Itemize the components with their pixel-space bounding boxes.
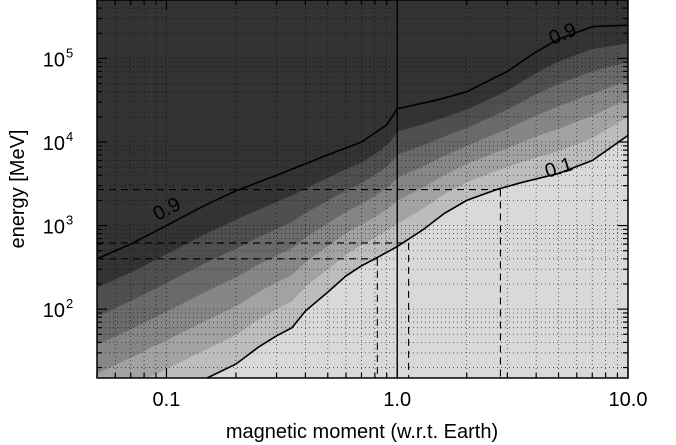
y-tick-label-exponent: 4 bbox=[66, 129, 73, 144]
y-tick-label-exponent: 2 bbox=[66, 296, 73, 311]
grid-lines bbox=[97, 0, 628, 378]
y-tick-label: 10 bbox=[43, 217, 65, 239]
probability-band bbox=[207, 135, 628, 378]
y-tick-label-exponent: 3 bbox=[66, 213, 73, 228]
y-tick-label: 10 bbox=[43, 49, 65, 71]
reference-lines bbox=[97, 0, 501, 378]
x-tick-labels: 0.1 1.0 10.0 bbox=[153, 389, 648, 411]
y-tick-label-exponent: 5 bbox=[66, 45, 73, 60]
y-tick-label: 10 bbox=[43, 133, 65, 155]
plot-area bbox=[97, 0, 628, 378]
axis-ticks bbox=[96, 0, 629, 378]
plot-frame bbox=[96, 0, 629, 379]
x-tick-label: 0.1 bbox=[153, 389, 181, 411]
contour-lines bbox=[97, 24, 628, 378]
x-tick-label: 10.0 bbox=[609, 389, 648, 411]
contour-line-09 bbox=[97, 24, 628, 260]
x-axis-title: magnetic moment (w.r.t. Earth) bbox=[226, 421, 498, 443]
x-tick-label: 1.0 bbox=[383, 389, 411, 411]
contour-line-01 bbox=[206, 134, 628, 378]
probability-bands bbox=[97, 25, 628, 378]
y-axis-title: energy [MeV] bbox=[7, 130, 29, 249]
y-tick-label: 10 bbox=[43, 300, 65, 322]
